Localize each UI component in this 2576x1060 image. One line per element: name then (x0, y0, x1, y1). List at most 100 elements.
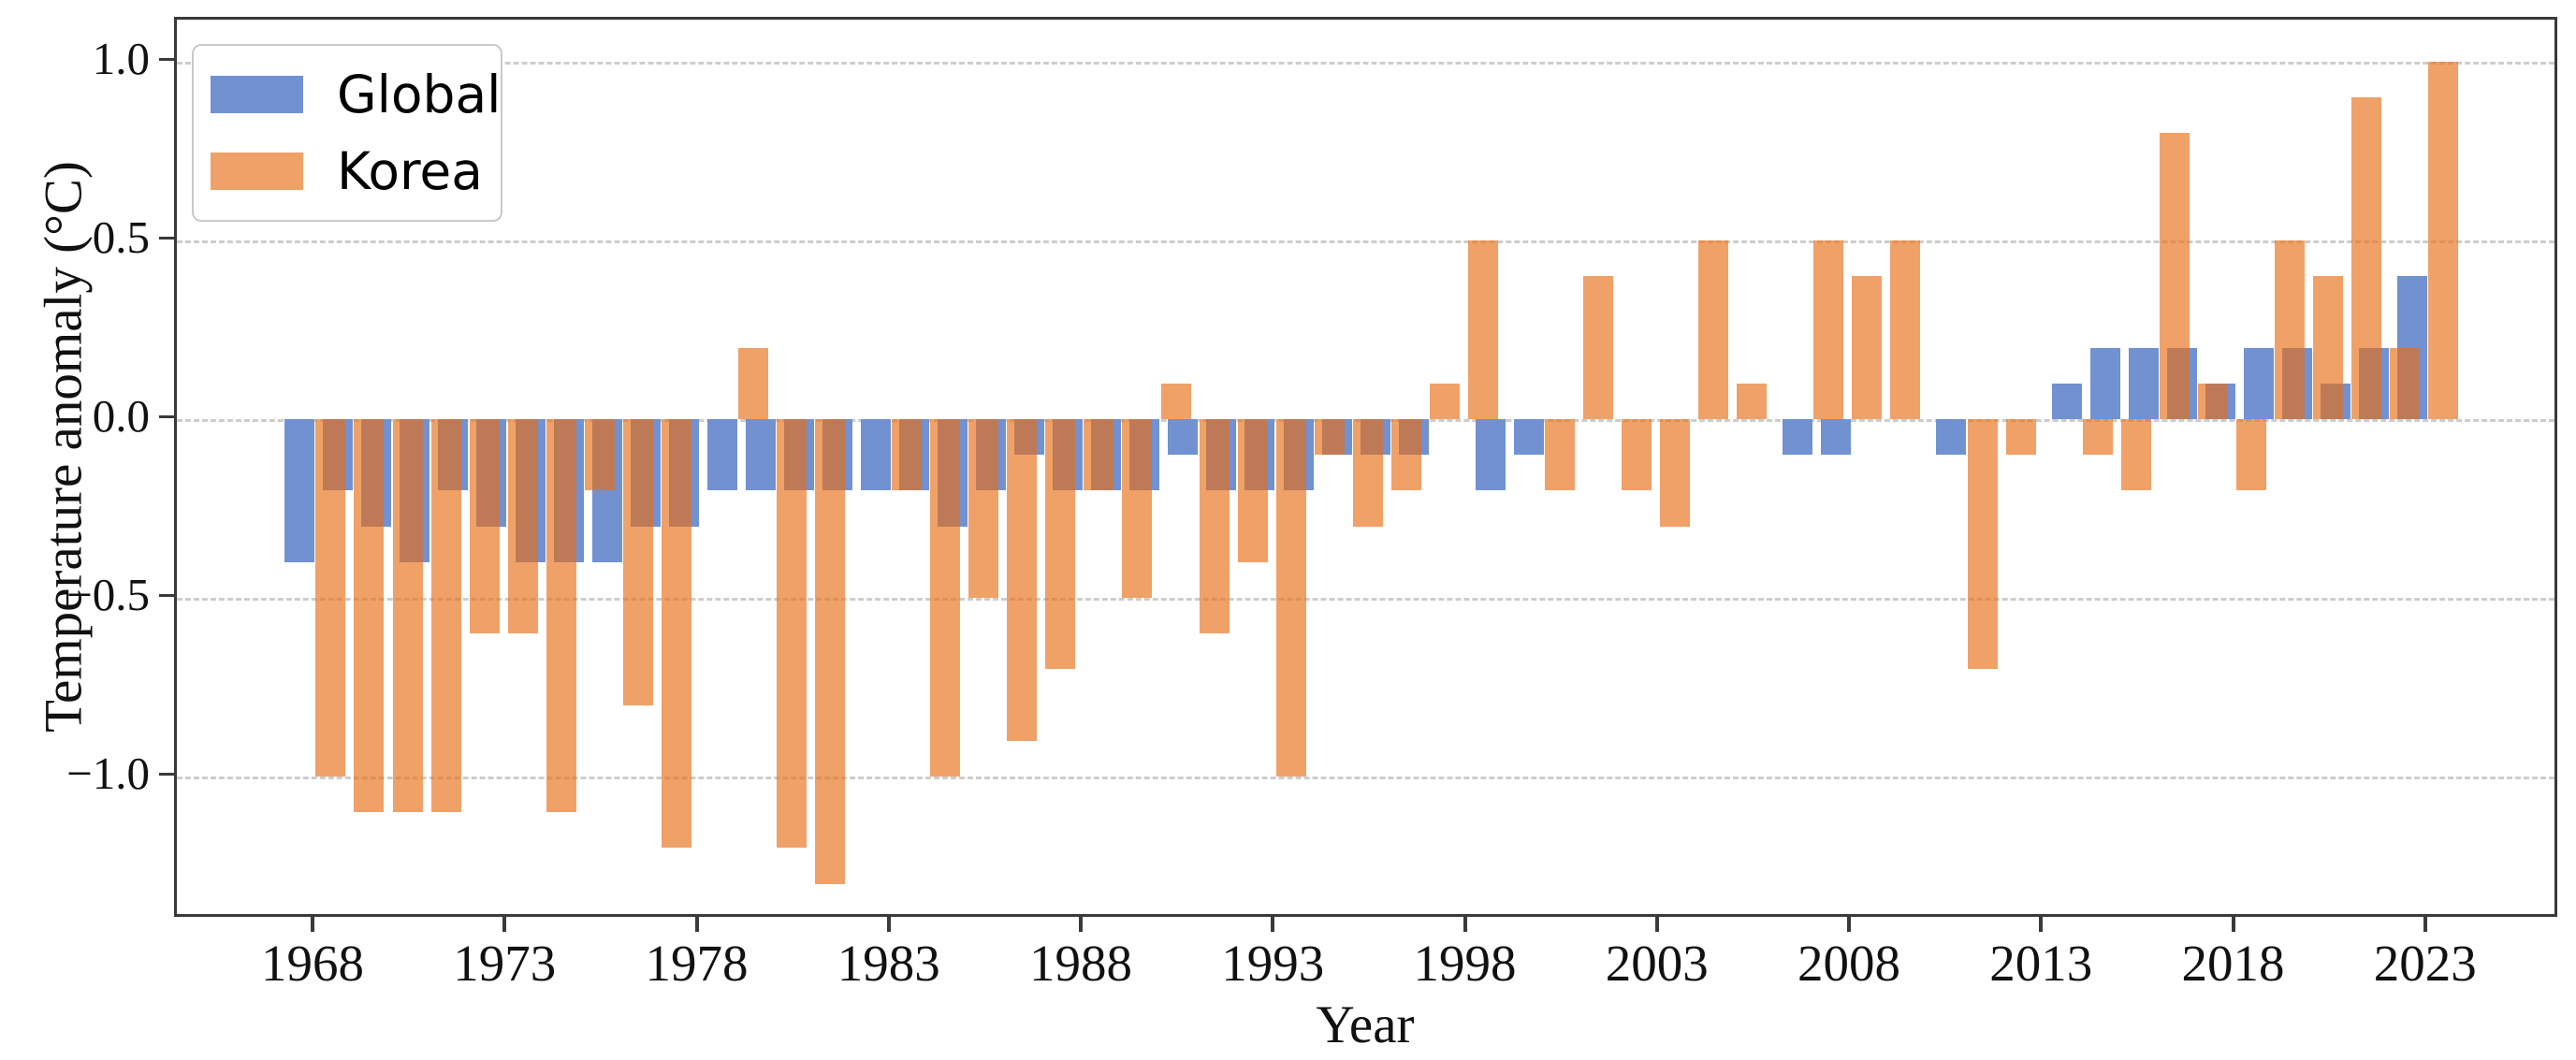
bar-korea-1996 (1390, 419, 1421, 491)
bar-global-2007 (1783, 419, 1813, 456)
xtick-mark-1993 (1271, 917, 1275, 932)
xtick-mark-1983 (886, 917, 891, 932)
bar-korea-2014 (2082, 419, 2113, 456)
ytick-mark-0.0 (159, 415, 174, 418)
gridline-0.5 (177, 240, 2554, 243)
xtick-mark-2013 (2039, 917, 2044, 932)
legend-item-korea: Korea (211, 145, 501, 197)
bar-global-1979 (706, 419, 737, 491)
xtick-mark-2008 (1847, 917, 1851, 932)
bar-korea-1993 (1275, 419, 1306, 777)
bar-korea-1985 (968, 419, 999, 598)
xtick-label-1968: 1968 (261, 935, 364, 992)
bar-korea-1976 (622, 419, 653, 705)
gridline-1.0 (177, 62, 2554, 65)
bar-korea-2021 (2351, 97, 2382, 419)
ytick-mark-−0.5 (159, 594, 174, 597)
bar-global-1980 (745, 419, 776, 491)
bar-korea-1983 (892, 419, 923, 491)
bar-korea-2012 (2005, 419, 2036, 456)
bar-korea-2001 (1583, 276, 1614, 419)
bar-korea-1969 (354, 419, 385, 813)
y-axis-title: Temperature anomaly (°C) (34, 161, 94, 733)
bar-global-2015 (2089, 347, 2120, 419)
bar-korea-1974 (546, 419, 576, 813)
bar-global-2014 (2051, 383, 2082, 419)
bar-korea-2015 (2120, 419, 2151, 491)
bar-korea-2016 (2159, 133, 2190, 419)
xtick-label-1973: 1973 (453, 935, 557, 992)
bar-korea-1990 (1160, 383, 1191, 419)
bar-korea-1986 (1007, 419, 1038, 741)
bar-korea-1981 (815, 419, 846, 884)
bar-global-1999 (1475, 419, 1506, 491)
xtick-label-2003: 2003 (1605, 935, 1709, 992)
bar-global-2011 (1936, 419, 1967, 456)
bar-korea-2023 (2428, 62, 2459, 419)
bar-korea-1991 (1199, 419, 1230, 634)
bar-korea-1975 (584, 419, 615, 491)
bar-korea-2011 (1967, 419, 1998, 670)
ytick-mark-1.0 (159, 58, 174, 61)
bar-korea-1984 (930, 419, 961, 777)
bar-korea-2000 (1545, 419, 1575, 491)
ytick-label-1.0: 1.0 (92, 33, 150, 84)
bar-korea-2005 (1737, 383, 1768, 419)
bar-korea-1998 (1467, 240, 1498, 419)
bar-global-2000 (1513, 419, 1544, 456)
xtick-label-1978: 1978 (645, 935, 749, 992)
legend: Global Korea (192, 44, 502, 222)
legend-label-global: Global (337, 65, 502, 124)
xtick-label-2018: 2018 (2181, 935, 2285, 992)
gridline-−0.5 (177, 598, 2554, 601)
gridline-−1.0 (177, 777, 2554, 779)
ytick-label-−0.5: −0.5 (66, 569, 150, 620)
ytick-mark-−1.0 (159, 773, 174, 776)
bar-global-2008 (1821, 419, 1852, 456)
xtick-label-1993: 1993 (1221, 935, 1325, 992)
xtick-label-1998: 1998 (1413, 935, 1517, 992)
bar-global-2016 (2128, 347, 2159, 419)
bar-korea-1987 (1045, 419, 1076, 670)
xtick-label-2023: 2023 (2373, 935, 2477, 992)
xtick-label-1983: 1983 (837, 935, 940, 992)
korea-series-swatch (211, 152, 303, 190)
ytick-label-−1.0: −1.0 (66, 748, 150, 799)
bar-korea-2020 (2313, 276, 2343, 419)
plot-area (174, 17, 2557, 917)
bar-global-1991 (1168, 419, 1199, 456)
bar-global-1968 (284, 419, 315, 562)
xtick-mark-1968 (311, 917, 314, 932)
legend-item-global: Global (211, 68, 501, 121)
bar-korea-1979 (737, 347, 768, 419)
xtick-mark-1998 (1463, 917, 1467, 932)
xtick-mark-2018 (2231, 917, 2235, 932)
global-series-swatch (211, 76, 303, 113)
ytick-label-0.0: 0.0 (92, 390, 150, 442)
xtick-mark-1978 (694, 917, 699, 932)
ytick-mark-0.5 (159, 237, 174, 240)
bar-korea-2002 (1622, 419, 1652, 491)
bar-korea-1970 (392, 419, 423, 813)
bar-korea-1997 (1429, 383, 1460, 419)
bar-korea-2003 (1660, 419, 1691, 527)
bar-korea-1973 (507, 419, 538, 634)
xtick-mark-2023 (2423, 917, 2427, 932)
bar-korea-1968 (315, 419, 346, 777)
bar-korea-2007 (1813, 240, 1844, 419)
bar-korea-2009 (1890, 240, 1921, 419)
bar-global-2019 (2243, 347, 2274, 419)
bar-korea-2017 (2197, 383, 2228, 419)
bar-korea-1994 (1314, 419, 1345, 456)
bar-korea-1971 (430, 419, 461, 813)
legend-label-korea: Korea (337, 141, 483, 201)
bar-korea-2004 (1698, 240, 1729, 419)
bar-global-1983 (860, 419, 891, 491)
xtick-label-2013: 2013 (1989, 935, 2093, 992)
xtick-mark-2003 (1654, 917, 1659, 932)
xtick-label-1988: 1988 (1029, 935, 1132, 992)
x-axis-title: Year (1316, 995, 1415, 1054)
bar-korea-1972 (469, 419, 500, 634)
ytick-label-0.5: 0.5 (92, 211, 150, 263)
